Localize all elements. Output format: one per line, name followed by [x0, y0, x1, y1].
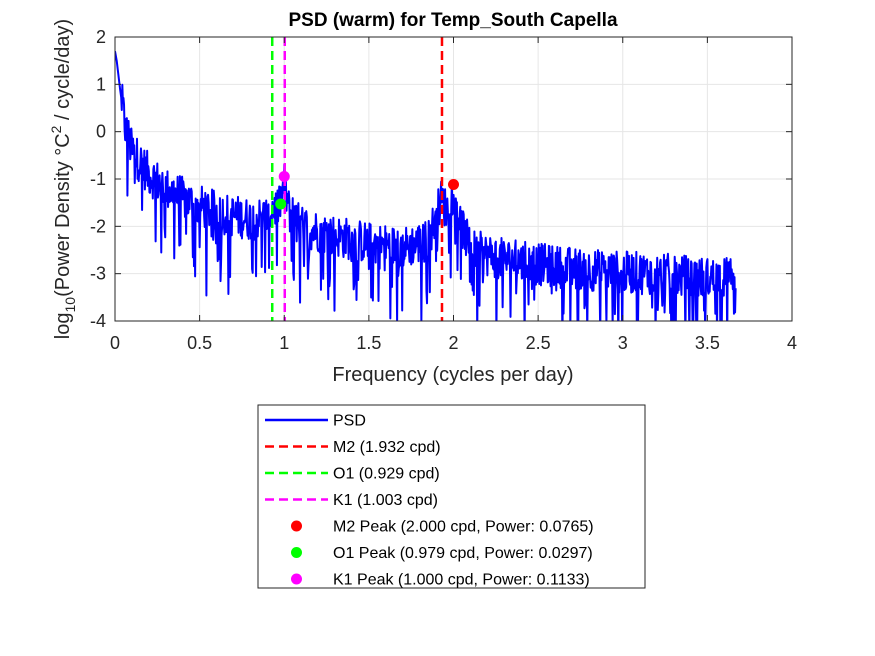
peak-markers [275, 170, 459, 210]
y-tick-label: -1 [90, 169, 106, 189]
x-tick-label: 0.5 [187, 333, 212, 353]
legend: PSD M2 (1.932 cpd) O1 (0.929 cpd) K1 (1.003… [257, 404, 646, 589]
y-label-sub: 10 [62, 297, 78, 313]
psd-layer [115, 51, 737, 321]
y-tick-label: 2 [96, 27, 106, 47]
legend-box [257, 404, 646, 589]
y-axis-label: log10(Power Density °C2 / cycle/day) [48, 19, 78, 339]
y-tick-label: -4 [90, 311, 106, 331]
legend-label: M2 (1.932 cpd) [333, 439, 441, 456]
y-axis: -4 -3 -2 -1 0 1 2 [90, 27, 792, 331]
psd-line [115, 51, 737, 321]
x-tick-label: 4 [787, 333, 797, 353]
y-label-mid: (Power Density °C [52, 133, 74, 297]
legend-swatch-marker [291, 520, 302, 532]
x-tick-label: 3 [618, 333, 628, 353]
x-axis: 0 0.5 1 1.5 2 2.5 3 3.5 4 [110, 37, 797, 353]
x-axis-label: Frequency (cycles per day) [332, 364, 573, 386]
y-tick-label: -2 [90, 216, 106, 236]
y-label-sup: 2 [48, 125, 64, 133]
legend-label: K1 Peak (1.000 cpd, Power: 0.1133) [333, 572, 590, 589]
legend-swatch-marker [291, 547, 302, 558]
y-label-suffix: / cycle/day) [52, 19, 74, 126]
x-tick-label: 1.5 [356, 333, 381, 353]
legend-label: K1 (1.003 cpd) [333, 492, 438, 509]
y-tick-label: 1 [96, 74, 106, 94]
chart-title: PSD (warm) for Temp_South Capella [288, 10, 617, 31]
x-tick-label: 0 [110, 333, 120, 353]
legend-label: O1 (0.929 cpd) [333, 466, 440, 483]
peak-marker [448, 178, 459, 190]
peak-marker [275, 198, 287, 210]
x-tick-label: 3.5 [695, 333, 720, 353]
x-tick-label: 2 [448, 333, 458, 353]
legend-label: O1 Peak (0.979 cpd, Power: 0.0297) [333, 545, 593, 562]
y-tick-label: -3 [90, 264, 106, 284]
legend-label: PSD [333, 413, 366, 430]
legend-swatch-marker [291, 573, 302, 585]
x-tick-label: 1 [279, 333, 289, 353]
y-label-prefix: log [52, 312, 74, 339]
y-tick-label: 0 [96, 122, 106, 142]
legend-label: M2 Peak (2.000 cpd, Power: 0.0765) [333, 519, 594, 536]
x-tick-label: 2.5 [526, 333, 551, 353]
peak-marker [278, 170, 290, 182]
